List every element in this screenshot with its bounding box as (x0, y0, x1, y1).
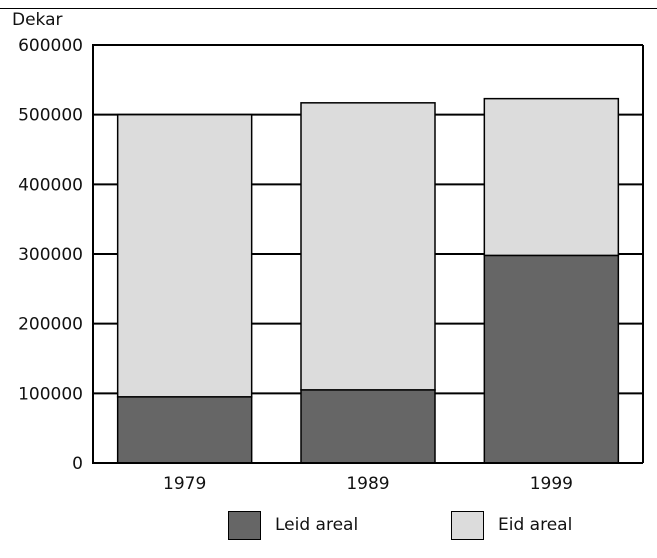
y-axis-ticks: 0 100000 200000 300000 400000 500000 600000 (18, 36, 83, 474)
bar-1979-series-0 (116, 396, 253, 464)
x-axis-ticks: 1979 1989 1999 (163, 474, 573, 494)
bar-1989-series-0 (300, 389, 436, 464)
bar-1999-series-1 (483, 97, 620, 257)
stacked-bar-chart: 0 100000 200000 300000 400000 500000 600000 19… (18, 36, 644, 494)
y-axis-unit-label: Dekar (12, 10, 63, 30)
bar-1979-series-1 (116, 113, 253, 398)
plot-frame (92, 44, 644, 464)
legend-swatch-leid-areal (228, 510, 261, 540)
y-tick-label-200000: 200000 (18, 315, 83, 335)
x-tick-label-1979: 1979 (163, 474, 206, 494)
y-tick-label-100000: 100000 (18, 384, 83, 404)
bars (116, 97, 620, 464)
legend-label-leid-areal: Leid areal (275, 515, 359, 535)
legend-item-leid-areal: Leid areal (228, 510, 358, 540)
x-tick-label-1989: 1989 (346, 474, 389, 494)
bar-1989-series-1 (300, 102, 436, 391)
x-tick-label-1999: 1999 (530, 474, 573, 494)
y-tick-label-300000: 300000 (18, 245, 83, 265)
bar-1999-series-0 (483, 254, 620, 464)
top-rule (0, 8, 657, 9)
y-tick-label-600000: 600000 (18, 36, 83, 56)
y-tick-label-500000: 500000 (18, 106, 83, 126)
legend-swatch-eid-areal (451, 510, 484, 540)
legend-label-eid-areal: Eid areal (498, 515, 573, 535)
y-tick-label-400000: 400000 (18, 175, 83, 195)
legend-item-eid-areal: Eid areal (451, 510, 572, 540)
y-tick-label-0: 0 (72, 454, 83, 474)
